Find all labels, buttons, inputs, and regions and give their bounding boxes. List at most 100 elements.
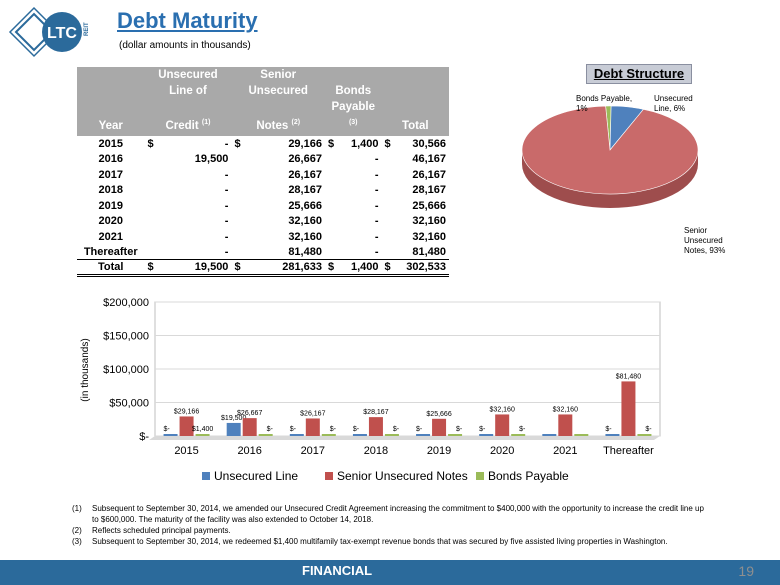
data-label: $19,500	[221, 415, 246, 422]
data-label: $32,160	[490, 406, 515, 413]
cell-d1: $	[144, 259, 160, 277]
debt-structure-pie	[521, 105, 699, 208]
debt-maturity-bar-chart: $- $50,000 $100,000 $150,000 $200,000 (in tho…	[80, 297, 661, 483]
cell-notes: 25,666	[288, 199, 322, 212]
debt-structure-title: Debt Structure	[586, 64, 692, 84]
cell-d2: $	[231, 259, 247, 277]
cell-year: Total	[77, 259, 145, 277]
cell-total: 32,160	[396, 213, 449, 229]
cell-total: 28,167	[396, 182, 449, 198]
x-tick-label: 2020	[490, 445, 514, 457]
bar-senior-unsecured-notes	[305, 418, 320, 436]
bar-unsecured-line	[479, 434, 494, 436]
cell-total: 302,533	[396, 259, 449, 277]
cell-d1: $	[147, 137, 154, 150]
bar-bonds-payable	[637, 434, 652, 436]
footnote-ref-2: (2)	[291, 119, 301, 126]
col-header-year: Year	[77, 99, 145, 136]
legend-label: Senior Unsecured Notes	[337, 469, 468, 483]
col-header-line-b: Line of	[144, 83, 232, 99]
cell-line: -	[224, 168, 229, 181]
y-tick-label: $50,000	[109, 398, 149, 410]
pie-side	[522, 150, 698, 208]
data-label: $-	[645, 426, 652, 433]
data-label: $1,400	[192, 426, 214, 433]
cell-notes: 28,167	[246, 182, 325, 198]
cell-d3	[324, 244, 341, 260]
cell-d4	[382, 229, 397, 245]
cell-d1	[144, 229, 159, 245]
cell-d3	[325, 198, 340, 214]
cell-total: 32,160	[412, 230, 446, 243]
cell-d1	[144, 198, 159, 214]
bar-unsecured-line	[605, 434, 620, 436]
cell-d4	[382, 198, 397, 214]
debt-maturity-table: Unsecured Senior Line of Unsecured Bonds…	[77, 67, 449, 277]
cell-notes: 32,160	[288, 230, 322, 243]
cell-year: Thereafter	[77, 244, 145, 260]
cell-d3	[325, 167, 340, 183]
cell-bonds: -	[340, 182, 382, 198]
data-label: $-	[290, 426, 297, 433]
cell-d3	[324, 151, 341, 167]
legend-swatch	[476, 472, 484, 480]
cell-bonds: -	[374, 168, 379, 181]
cell-notes: 29,166	[288, 137, 322, 150]
cell-d3	[324, 213, 341, 229]
data-label: $-	[519, 426, 526, 433]
cell-d2: $	[234, 137, 241, 150]
legend-swatch	[325, 472, 333, 480]
bar-unsecured-line	[289, 434, 304, 436]
bar-bonds-payable	[511, 434, 526, 436]
data-label: $81,480	[616, 373, 641, 380]
data-label: $-	[163, 426, 170, 433]
footnote-2: (2) Reflects scheduled principal payments…	[72, 526, 231, 535]
cell-year: 2019	[98, 199, 123, 212]
legend-label: Bonds Payable	[488, 469, 569, 483]
cell-d2	[231, 151, 247, 167]
data-label: $-	[456, 426, 463, 433]
col-header-line-c: Credit	[165, 119, 199, 132]
bar-bonds-payable	[321, 434, 336, 436]
cell-d4: $	[381, 259, 397, 277]
data-label: $25,666	[426, 411, 451, 418]
chart-floor	[149, 436, 660, 440]
cell-notes: 32,160	[246, 213, 325, 229]
cell-year: 2015	[98, 137, 123, 150]
cell-year: 2020	[77, 213, 145, 229]
cell-d3: $	[327, 137, 335, 150]
pie-label-bonds: Bonds Payable, 1%	[576, 94, 633, 113]
bar-bonds-payable	[448, 434, 463, 436]
table-row: 2015 $ - $29,166 $1,400 $30,566	[77, 136, 449, 152]
cell-bonds: -	[340, 151, 382, 167]
y-tick-label: $150,000	[103, 331, 149, 343]
data-label: $-	[267, 426, 274, 433]
cell-line: 19,500	[159, 259, 232, 277]
cell-d2	[231, 244, 247, 260]
data-label: $-	[479, 426, 486, 433]
bar-senior-unsecured-notes	[558, 414, 573, 436]
cell-d4: $	[384, 137, 391, 150]
col-header-notes-a: Senior	[231, 67, 325, 83]
pie-slice	[521, 105, 699, 195]
bar-senior-unsecured-notes	[432, 418, 447, 436]
footnote-1: (1) Subsequent to September 30, 2014, we …	[72, 504, 704, 524]
data-label: $-	[605, 426, 612, 433]
cell-d1	[144, 151, 160, 167]
cell-line: -	[159, 213, 232, 229]
page-title: Debt Maturity	[117, 8, 258, 33]
col-header-bonds-b: Payable	[331, 101, 375, 113]
data-label: $26,667	[237, 410, 262, 417]
ltc-reit-logo: LTC REIT	[8, 6, 90, 58]
cell-total: 25,666	[412, 199, 446, 212]
bar-senior-unsecured-notes	[179, 416, 194, 436]
cell-line: -	[224, 137, 229, 150]
cell-notes: 26,667	[246, 151, 325, 167]
page-number: 19	[738, 563, 754, 579]
cell-d1	[144, 167, 159, 183]
logo-text: LTC	[47, 25, 77, 42]
bar-unsecured-line	[163, 434, 178, 436]
cell-d2	[231, 182, 247, 198]
cell-d4	[382, 167, 397, 183]
y-tick-label: $-	[139, 431, 149, 443]
